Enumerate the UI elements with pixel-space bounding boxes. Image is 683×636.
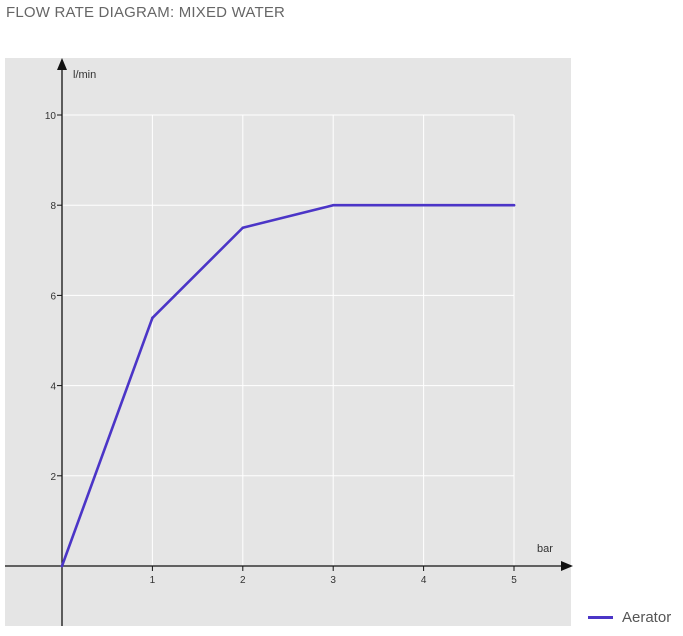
series-point: [331, 203, 335, 207]
series-point: [241, 226, 245, 230]
x-axis-arrow-icon: [561, 561, 573, 571]
tick-labels: 1 2 3 4 5 2 4 6 8 10: [45, 111, 517, 586]
legend: Aerator: [588, 609, 671, 626]
axes: [5, 58, 573, 626]
axis-labels: l/min bar: [73, 69, 553, 555]
legend-label-aerator: Aerator: [622, 609, 672, 626]
y-tick-label: 2: [50, 472, 56, 483]
plot-background: [5, 58, 571, 626]
y-tick-label: 8: [50, 201, 56, 212]
series-point: [422, 203, 425, 207]
x-tick-label: 5: [511, 575, 517, 586]
x-tick-label: 2: [240, 575, 246, 586]
grid-lines: [62, 114, 515, 566]
series-group: [60, 203, 516, 568]
legend-swatch-aerator: [588, 616, 613, 619]
series-point: [151, 316, 154, 320]
chart-title: FLOW RATE DIAGRAM: MIXED WATER: [6, 4, 286, 21]
y-tick-label: 10: [45, 111, 57, 122]
x-tick-label: 4: [421, 575, 427, 586]
x-axis-label: bar: [537, 543, 553, 555]
series-line-aerator: [60, 203, 516, 568]
tick-marks: [57, 114, 515, 571]
y-axis-label: l/min: [73, 69, 96, 81]
y-axis-arrow-icon: [57, 58, 67, 70]
series-point: [60, 564, 64, 568]
y-tick-label: 4: [50, 382, 56, 393]
x-tick-label: 1: [150, 575, 156, 586]
x-tick-label: 3: [330, 575, 336, 586]
y-tick-label: 6: [50, 291, 56, 302]
series-point: [512, 203, 516, 207]
